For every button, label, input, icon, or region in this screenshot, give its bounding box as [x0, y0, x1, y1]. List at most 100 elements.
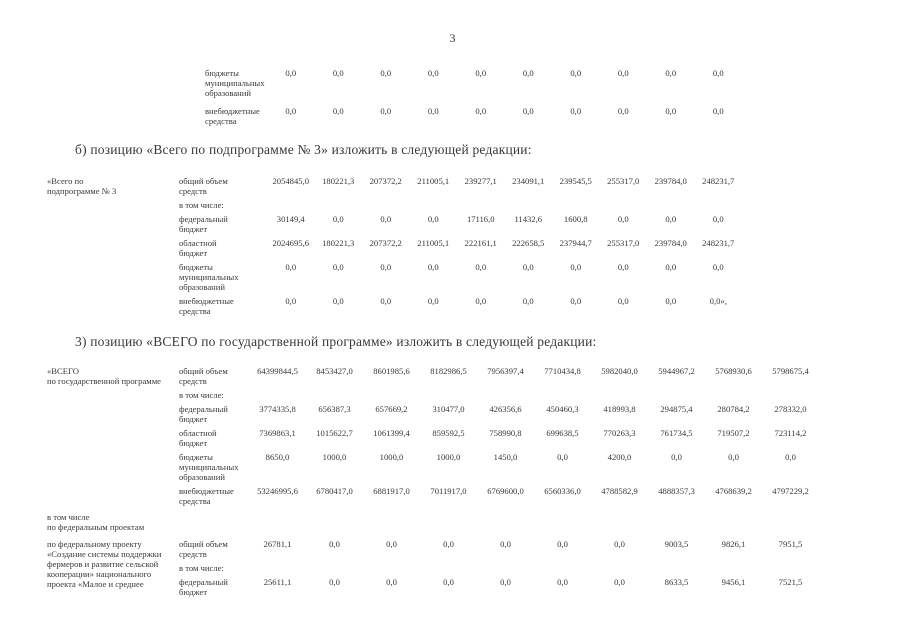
- row-label: внебюджетные средства: [205, 106, 260, 126]
- row-label: общий объем средств: [179, 176, 228, 196]
- value-cell: 2054845,0: [272, 176, 310, 186]
- row-label: федеральный бюджет: [179, 214, 228, 234]
- value-cell: 1000,0: [322, 452, 347, 462]
- value-cell: 1450,0: [493, 452, 518, 462]
- table-row: федеральный бюджет 3774335,8 656387,3 65766…: [179, 404, 819, 424]
- value-cell: 53246995,6: [257, 486, 298, 496]
- value-cell: 1600,8: [563, 214, 588, 224]
- value-cell: 9826,1: [721, 539, 746, 549]
- value-cell: 719507,2: [717, 428, 750, 438]
- value-cell: 255317,0: [607, 176, 640, 186]
- row-label: общий объем средств: [179, 539, 228, 559]
- value-cell: 758990,8: [489, 428, 522, 438]
- value-cell: 7956397,4: [487, 366, 524, 376]
- paragraph-program-total: 3) позицию «ВСЕГО по государственной про…: [75, 334, 597, 349]
- value-cell: 7011917,0: [430, 486, 467, 496]
- value-cell: 0,0: [380, 106, 392, 116]
- value-cell: 8453427,0: [316, 366, 353, 376]
- value-cell: 0,0: [665, 262, 677, 272]
- value-cell: 25611,1: [263, 577, 292, 587]
- row-label: федеральный бюджет: [179, 404, 228, 424]
- program-row-header: «ВСЕГО по государственной программе: [47, 366, 161, 386]
- value-cell: 761734,5: [660, 428, 693, 438]
- value-cell: 30149,4: [276, 214, 305, 224]
- subprogram3-row-header: «Всего по подпрограмме № 3: [47, 176, 117, 196]
- value-cell: 0,0: [671, 452, 682, 462]
- value-cell: 0,0: [475, 296, 487, 306]
- subprogram3-table-rows: общий объем средств 2054845,0 180221,3 2073…: [179, 176, 742, 316]
- value-cell: 0,0: [712, 68, 724, 78]
- value-cell: 1015622,7: [316, 428, 353, 438]
- value-cell: 0,0: [665, 68, 677, 78]
- value-cell: 0,0: [427, 296, 439, 306]
- value-cell: 0,0: [475, 68, 487, 78]
- value-cell: 0,0: [285, 296, 297, 306]
- value-cell: 180221,3: [322, 176, 355, 186]
- value-cell: 64399844,5: [257, 366, 298, 376]
- value-cell: 180221,3: [322, 238, 355, 248]
- value-cell: 0,0: [380, 296, 392, 306]
- value-cell: 0,0: [617, 296, 629, 306]
- table-row: общий объем средств 26781,1 0,0 0,0 0,0 0,0 0,…: [179, 539, 819, 559]
- table-row: общий объем средств 2054845,0 180221,3 2073…: [179, 176, 742, 196]
- value-cell: 0,0: [570, 262, 582, 272]
- federal-project-block: по федеральному проекту «Создание систем…: [47, 539, 819, 601]
- table-row: областной бюджет 7369863,1 1015622,7 106139…: [179, 428, 819, 448]
- value-cell: 4888357,3: [658, 486, 695, 496]
- paragraph-subprogram3: б) позицию «Всего по подпрограмме № 3» и…: [75, 142, 532, 157]
- program-table-rows: общий объем средств 64399844,5 8453427,0 86…: [179, 366, 819, 506]
- table-row: общий объем средств 64399844,5 8453427,0 86…: [179, 366, 819, 386]
- value-cell: 656387,3: [318, 404, 351, 414]
- value-cell: 278332,0: [774, 404, 807, 414]
- row-label: бюджеты муниципальных образований: [205, 68, 265, 98]
- value-cell: 0,0: [332, 106, 344, 116]
- value-cell: 1000,0: [436, 452, 461, 462]
- value-cell: 5798675,4: [772, 366, 809, 376]
- value-cell: 0,0: [329, 577, 340, 587]
- value-cell: 5944967,2: [658, 366, 695, 376]
- value-cell: 0,0: [475, 262, 487, 272]
- value-cell: 211005,1: [417, 176, 450, 186]
- value-cell: 8633,5: [664, 577, 689, 587]
- value-cell: 723114,2: [774, 428, 807, 438]
- subprogram3-table: «Всего по подпрограмме № 3 общий объем с…: [47, 176, 742, 320]
- value-cell: 8182986,5: [430, 366, 467, 376]
- value-cell: 0,0: [712, 214, 724, 224]
- value-cell: 0,0: [332, 262, 344, 272]
- table-row: в том числе:: [179, 390, 819, 400]
- value-cell: 0,0: [443, 539, 454, 549]
- table-row: в том числе:: [179, 563, 819, 573]
- value-cell: 0,0: [522, 68, 534, 78]
- value-cell: 207372,2: [369, 176, 402, 186]
- value-cell: 7369863,1: [259, 428, 296, 438]
- value-cell: 239545,5: [559, 176, 592, 186]
- row-label: в том числе:: [179, 200, 224, 210]
- row-label: внебюджетные средства: [179, 486, 234, 506]
- value-cell: 0,0: [712, 262, 724, 272]
- table-row: областной бюджет 2024695,6 180221,3 207372,…: [179, 238, 742, 258]
- value-cell: 0,0: [380, 262, 392, 272]
- row-label: в том числе:: [179, 563, 224, 573]
- value-cell: 0,0: [557, 539, 568, 549]
- value-cell: 0,0: [332, 68, 344, 78]
- value-cell: 0,0: [570, 296, 582, 306]
- table-row: бюджеты муниципальных образований 0,0 0,0 0…: [179, 262, 742, 292]
- value-cell: 4200,0: [607, 452, 632, 462]
- value-cell: 0,0: [570, 106, 582, 116]
- value-cell: 3774335,8: [259, 404, 296, 414]
- value-cell: 0,0: [386, 577, 397, 587]
- value-cell: 7521,5: [778, 577, 803, 587]
- continuation-table: бюджеты муниципальных образований 0,0 0,0 0…: [205, 68, 742, 134]
- value-cell: 0,0: [427, 68, 439, 78]
- value-cell: 0,0: [665, 106, 677, 116]
- value-cell: 770263,3: [603, 428, 636, 438]
- value-cell: 0,0: [443, 577, 454, 587]
- value-cell: 248231,7: [702, 238, 735, 248]
- value-cell: 0,0: [522, 106, 534, 116]
- value-cell: 5982040,0: [601, 366, 638, 376]
- value-cell: 1000,0: [379, 452, 404, 462]
- value-cell: 450460,3: [546, 404, 579, 414]
- value-cell: 294875,4: [660, 404, 693, 414]
- value-cell: 9456,1: [721, 577, 746, 587]
